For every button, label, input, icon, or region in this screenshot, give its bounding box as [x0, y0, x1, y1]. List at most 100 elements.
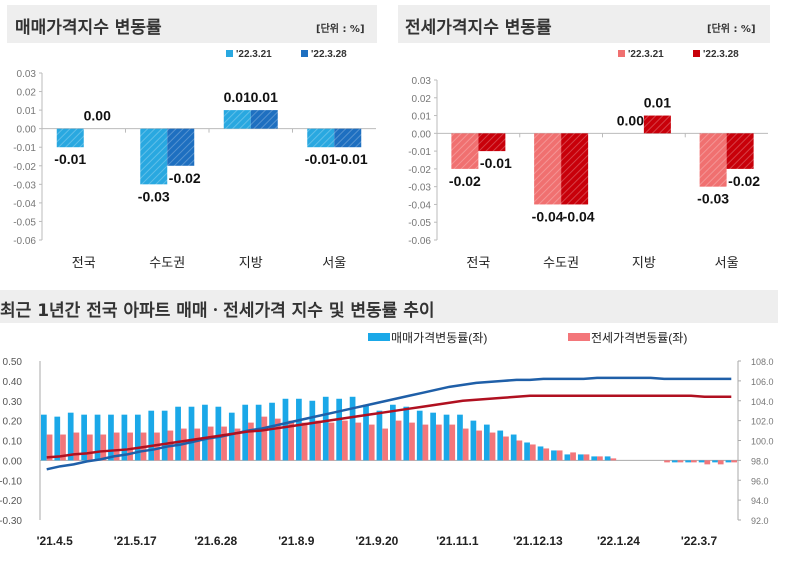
- bar: [510, 434, 517, 461]
- bar: [334, 128, 362, 148]
- bar: [215, 406, 222, 461]
- left-y-tick-label: 0.20: [3, 417, 23, 428]
- bar: [67, 412, 74, 461]
- bar: [430, 412, 436, 461]
- bar: [175, 406, 181, 461]
- bar: [577, 454, 584, 461]
- trend-chart-title: 최근 1년간 전국 아파트 매매ㆍ전세가격 지수 및 변동률 추이: [0, 301, 435, 321]
- bar: [81, 414, 87, 461]
- y-tick-label: -0.01: [13, 143, 36, 154]
- sale-chart-title: 매매가격지수 변동률: [15, 18, 162, 38]
- legend-label: '22.3.28: [703, 49, 739, 60]
- left-y-tick-label: 0.10: [3, 437, 23, 448]
- bar: [54, 416, 61, 461]
- bar: [643, 115, 671, 134]
- bar: [382, 428, 388, 461]
- jeonse-chart-title-band: [398, 5, 770, 43]
- data-label: -0.04: [563, 208, 595, 224]
- x-tick-label: '21.11.1: [436, 534, 479, 548]
- bar: [685, 460, 692, 463]
- bar: [699, 133, 727, 187]
- data-label: 0.01: [644, 95, 671, 111]
- bar: [516, 440, 523, 461]
- bar: [561, 133, 589, 205]
- bar: [154, 432, 160, 461]
- bar: [726, 133, 754, 169]
- legend-swatch: [568, 333, 590, 341]
- bar: [591, 456, 598, 461]
- bar: [451, 133, 479, 169]
- right-y-tick-label: 96.0: [751, 476, 769, 486]
- sale-chart-title-band: [7, 5, 377, 43]
- bar: [604, 456, 611, 461]
- bar: [221, 426, 227, 461]
- bar: [56, 128, 84, 148]
- bar: [476, 430, 482, 461]
- bar: [41, 414, 47, 461]
- bar: [342, 420, 348, 461]
- bar: [704, 460, 711, 465]
- left-y-tick-label: -0.30: [0, 516, 22, 527]
- legend-label: 전세가격변동률(좌): [591, 331, 687, 345]
- bar: [409, 422, 415, 461]
- bar: [610, 458, 617, 461]
- legend-label: '22.3.21: [236, 49, 272, 60]
- category-label: 지방: [239, 255, 263, 270]
- data-label: -0.03: [138, 188, 170, 204]
- bar: [328, 422, 335, 461]
- bar: [583, 454, 590, 461]
- right-y-tick-label: 94.0: [751, 496, 769, 506]
- bar: [134, 414, 141, 461]
- left-y-tick-label: 0.50: [3, 357, 23, 368]
- legend-swatch: [226, 50, 233, 57]
- index-line: [46, 394, 732, 459]
- y-tick-label: 0.02: [17, 88, 37, 99]
- left-y-tick-label: -0.10: [0, 476, 22, 487]
- bar: [376, 410, 383, 461]
- trend-chart-title-band: [0, 290, 778, 323]
- bar: [73, 432, 80, 461]
- y-tick-label: 0.01: [412, 112, 432, 123]
- bar: [188, 406, 195, 461]
- bar: [288, 420, 295, 461]
- x-tick-label: '21.9.20: [355, 534, 398, 548]
- bar: [269, 402, 275, 461]
- bar: [390, 404, 396, 461]
- left-y-tick-label: 0.40: [3, 377, 23, 388]
- bar: [712, 460, 718, 463]
- bar: [462, 428, 469, 461]
- y-tick-label: -0.06: [13, 236, 36, 247]
- bar: [664, 460, 670, 463]
- right-y-tick-label: 92.0: [751, 516, 769, 526]
- bar: [483, 424, 490, 461]
- x-tick-label: '21.12.13: [513, 534, 563, 548]
- jeonse-chart-unit: [단위 : %]: [707, 24, 756, 35]
- x-tick-label: '21.4.5: [37, 534, 74, 548]
- data-label: -0.02: [169, 170, 201, 186]
- bar: [261, 416, 268, 461]
- bar: [113, 432, 120, 461]
- y-tick-label: -0.05: [408, 218, 431, 229]
- legend-swatch: [693, 50, 700, 57]
- bar: [194, 428, 201, 461]
- legend-swatch: [301, 50, 308, 57]
- legend-label: '22.3.21: [628, 49, 664, 60]
- bar: [597, 456, 603, 461]
- bar: [537, 446, 544, 461]
- bar: [127, 432, 133, 461]
- bar: [368, 424, 375, 461]
- bar: [207, 426, 214, 461]
- bar: [355, 422, 362, 461]
- legend-swatch: [618, 50, 625, 57]
- data-label: 0.00: [84, 108, 111, 124]
- bar: [100, 434, 107, 461]
- bar: [529, 444, 536, 461]
- bar: [202, 404, 208, 461]
- category-label: 지방: [632, 255, 656, 270]
- bar: [140, 128, 168, 185]
- bar: [234, 428, 241, 461]
- bar: [677, 460, 684, 463]
- category-label: 서울: [715, 255, 739, 270]
- y-tick-label: 0.03: [17, 69, 37, 80]
